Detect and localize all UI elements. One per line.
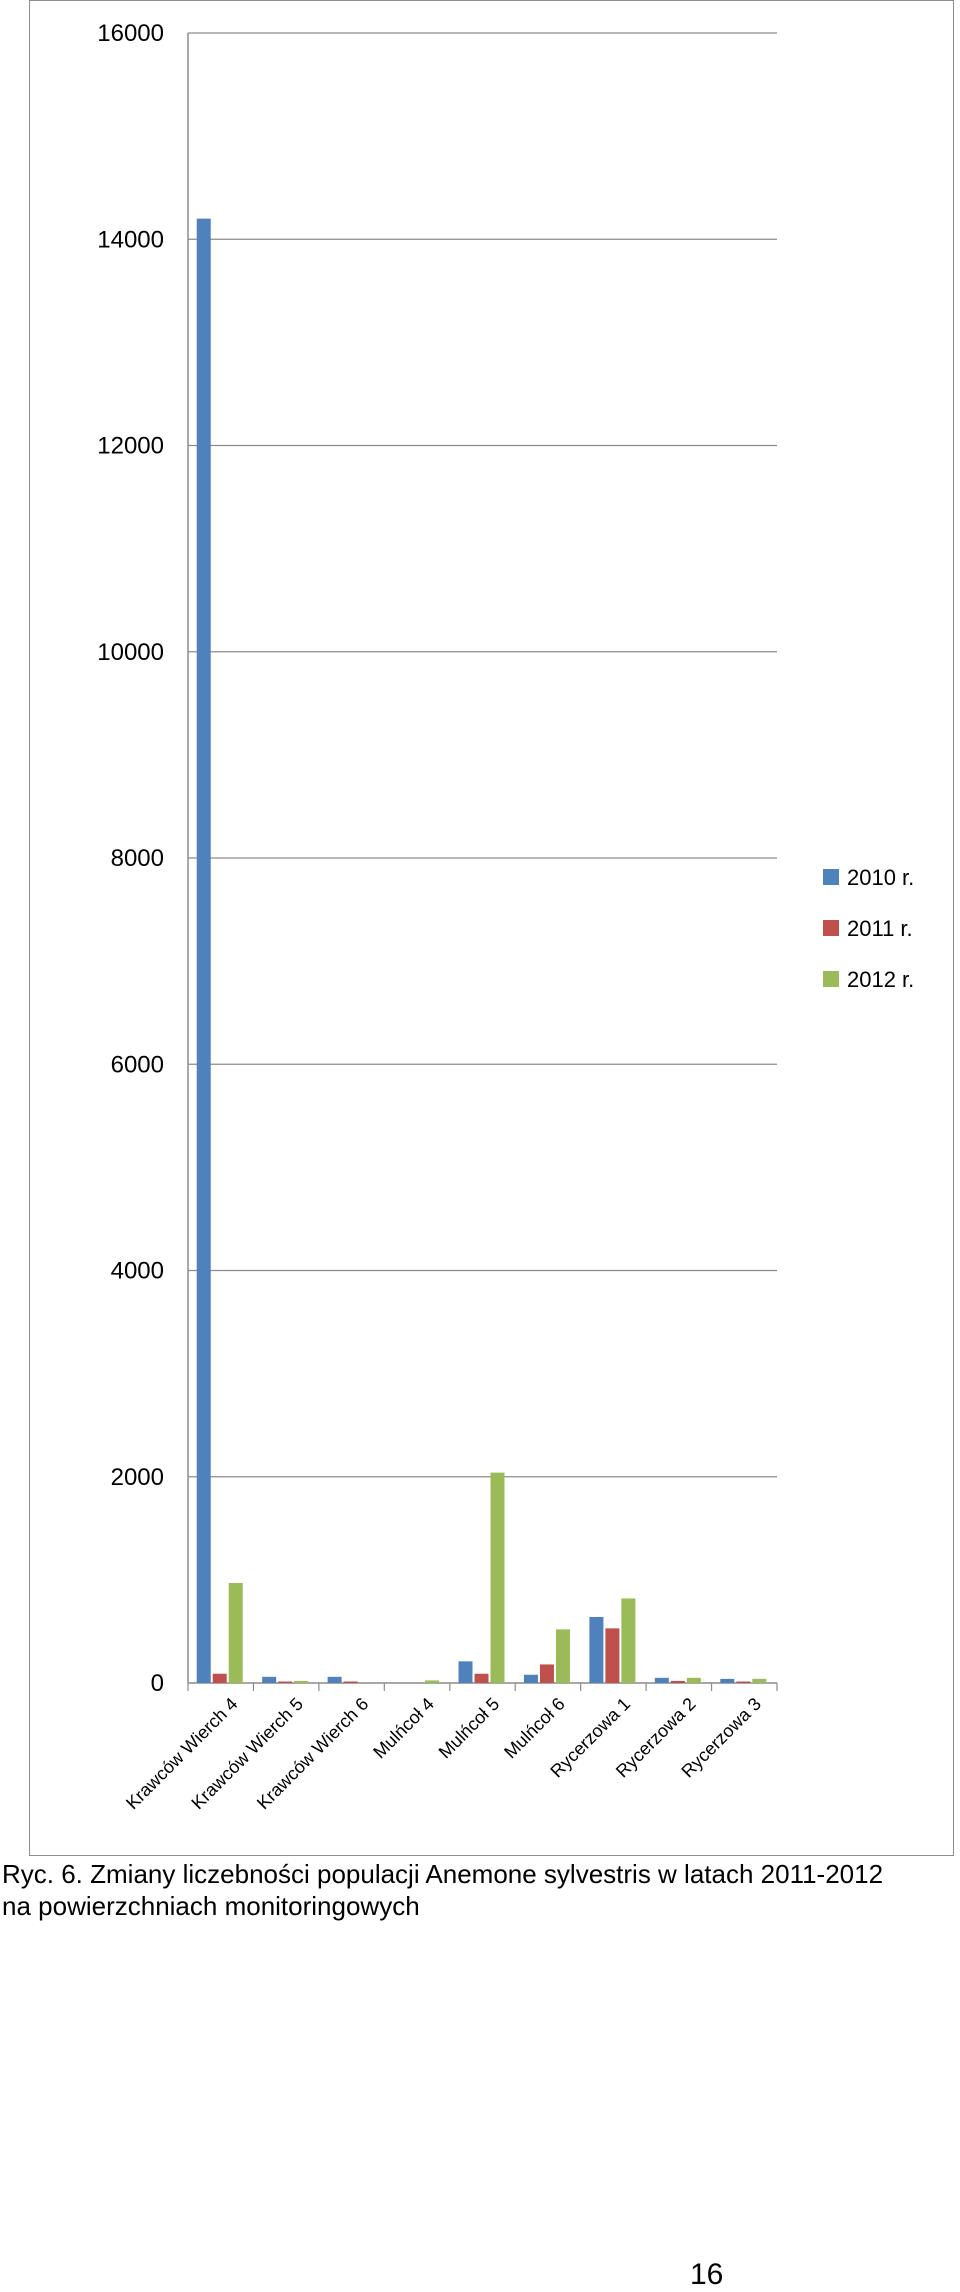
bar [539,1664,554,1683]
y-tick-label: 16000 [97,20,164,47]
bar [294,1680,309,1683]
y-tick-label: 0 [151,1670,164,1697]
y-tick-label: 10000 [97,639,164,666]
bar [589,1617,604,1683]
y-tick-label: 12000 [97,433,164,460]
y-tick-label: 8000 [111,845,164,872]
figure-caption: Ryc. 6. Zmiany liczebności populacji Ane… [2,1858,960,1922]
bar [752,1678,767,1683]
legend-label: 2010 r. [847,865,914,890]
page-number: 16 [690,2258,724,2291]
bar [262,1676,277,1683]
x-category-label: Krawców Wierch 5 [187,1694,307,1814]
bar [720,1678,735,1683]
x-category-label: Mulńcoł 5 [435,1694,504,1763]
bar [686,1677,701,1683]
bar [490,1472,505,1683]
bar [196,218,211,1683]
y-tick-label: 14000 [97,226,164,253]
legend-swatch [823,920,839,936]
bar [343,1681,358,1683]
bar [621,1598,636,1683]
bar [212,1673,227,1683]
bar [228,1582,243,1683]
bar-chart: 0 2000 4000 6000 8000 10000 12000 14000 16000 Kra… [97,20,914,1814]
y-tick-label: 4000 [111,1258,164,1285]
bar [555,1629,570,1683]
caption-line-2: na powierzchniach monitoringowych [2,1891,420,1921]
bar [278,1681,293,1683]
legend-label: 2011 r. [847,916,913,941]
chart-frame: 0 2000 4000 6000 8000 10000 12000 14000 16000 Kra… [29,0,954,1856]
bar [327,1676,342,1683]
caption-line-1: Ryc. 6. Zmiany liczebności populacji Ane… [2,1859,884,1889]
bar [670,1680,685,1683]
x-category-label: Krawców Wierch 4 [122,1694,242,1814]
x-category-label: Mulńcoł 6 [500,1694,569,1763]
bar [425,1680,440,1683]
bar [654,1677,669,1683]
x-category-label: Krawców Wierch 6 [253,1694,373,1814]
legend-swatch [823,869,839,885]
bar [605,1628,620,1683]
legend-swatch [823,971,839,987]
legend-label: 2012 r. [847,967,914,992]
bar [736,1681,751,1683]
bar [474,1673,489,1683]
bar [523,1674,538,1683]
y-tick-label: 6000 [111,1051,164,1078]
bar [458,1661,473,1683]
y-tick-label: 2000 [111,1464,164,1491]
x-category-label: Mulńcoł 4 [369,1694,438,1763]
